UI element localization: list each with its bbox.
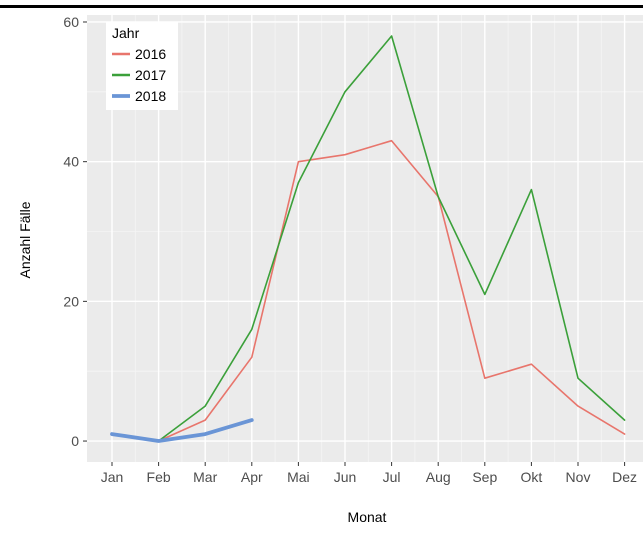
x-tick-label: Okt — [521, 469, 543, 485]
top-border — [0, 5, 643, 8]
y-tick-label: 60 — [63, 14, 79, 30]
y-tick-label: 40 — [63, 154, 79, 170]
legend: Jahr 2016 2017 2018 — [106, 22, 178, 110]
plot-panel — [87, 15, 643, 462]
series-line-2017 — [157, 35, 626, 442]
y-tick-label: 0 — [71, 433, 79, 449]
x-tick-label: Mar — [193, 469, 217, 485]
x-tick-label: Feb — [147, 469, 171, 485]
x-tick-label: Aug — [426, 469, 451, 485]
y-axis-label: Anzahl Fälle — [17, 201, 33, 278]
x-axis-label: Monat — [348, 509, 387, 525]
y-tick-label: 20 — [63, 293, 79, 309]
x-tick-label: Jul — [383, 469, 401, 485]
x-tick-label: Mai — [287, 469, 310, 485]
x-axis: Jan Feb Mar Apr Mai Jun Jul Aug Sep Okt Nov Dez — [101, 462, 637, 485]
series-line-2018 — [110, 418, 254, 443]
legend-items: 2016 2017 2018 — [112, 46, 166, 104]
x-tick-label: Jan — [101, 469, 124, 485]
x-tick-label: Apr — [241, 469, 263, 485]
y-axis: 0 20 40 60 — [63, 14, 87, 449]
legend-label-2018: 2018 — [135, 88, 166, 104]
x-tick-label: Nov — [566, 469, 591, 485]
legend-label-2016: 2016 — [135, 46, 166, 62]
x-tick-label: Jun — [334, 469, 357, 485]
series-lines — [110, 35, 626, 443]
x-tick-label: Dez — [612, 469, 637, 485]
grid — [87, 15, 643, 462]
x-tick-label: Sep — [472, 469, 497, 485]
legend-label-2017: 2017 — [135, 67, 166, 83]
legend-title: Jahr — [112, 25, 140, 41]
series-line-2016 — [157, 139, 626, 442]
